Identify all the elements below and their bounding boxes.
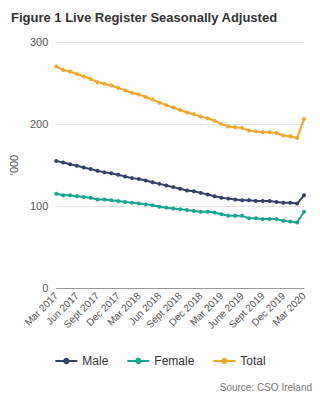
svg-text:Mar 2017: Mar 2017 <box>22 290 61 328</box>
svg-text:Dec 2018: Dec 2018 <box>166 290 205 329</box>
svg-text:Sept 2019: Sept 2019 <box>226 290 267 331</box>
svg-text:Mar 2020: Mar 2020 <box>270 290 308 328</box>
svg-text:Mar 2018: Mar 2018 <box>105 290 143 328</box>
svg-text:Mar 2019: Mar 2019 <box>187 290 226 328</box>
svg-text:Jun 2017: Jun 2017 <box>44 290 81 327</box>
svg-text:Sept 2017: Sept 2017 <box>61 290 102 331</box>
svg-text:100: 100 <box>30 200 48 212</box>
svg-text:Female: Female <box>154 354 194 368</box>
svg-text:Total: Total <box>240 354 265 368</box>
svg-text:Figure 1 Live Register Seasona: Figure 1 Live Register Seasonally Adjust… <box>11 10 277 25</box>
svg-text:June 2019: June 2019 <box>205 290 246 331</box>
svg-text:Source: CSO Ireland: Source: CSO Ireland <box>220 382 312 393</box>
svg-text:'000: '000 <box>8 155 20 175</box>
svg-text:0: 0 <box>42 282 48 294</box>
svg-text:Sept 2018: Sept 2018 <box>144 290 184 331</box>
svg-text:200: 200 <box>30 118 48 130</box>
svg-text:Dec 2019: Dec 2019 <box>249 290 288 329</box>
svg-text:Dec 2017: Dec 2017 <box>84 290 123 329</box>
svg-text:Male: Male <box>82 354 108 368</box>
svg-text:300: 300 <box>30 36 48 48</box>
svg-text:Jun 2018: Jun 2018 <box>126 290 164 327</box>
